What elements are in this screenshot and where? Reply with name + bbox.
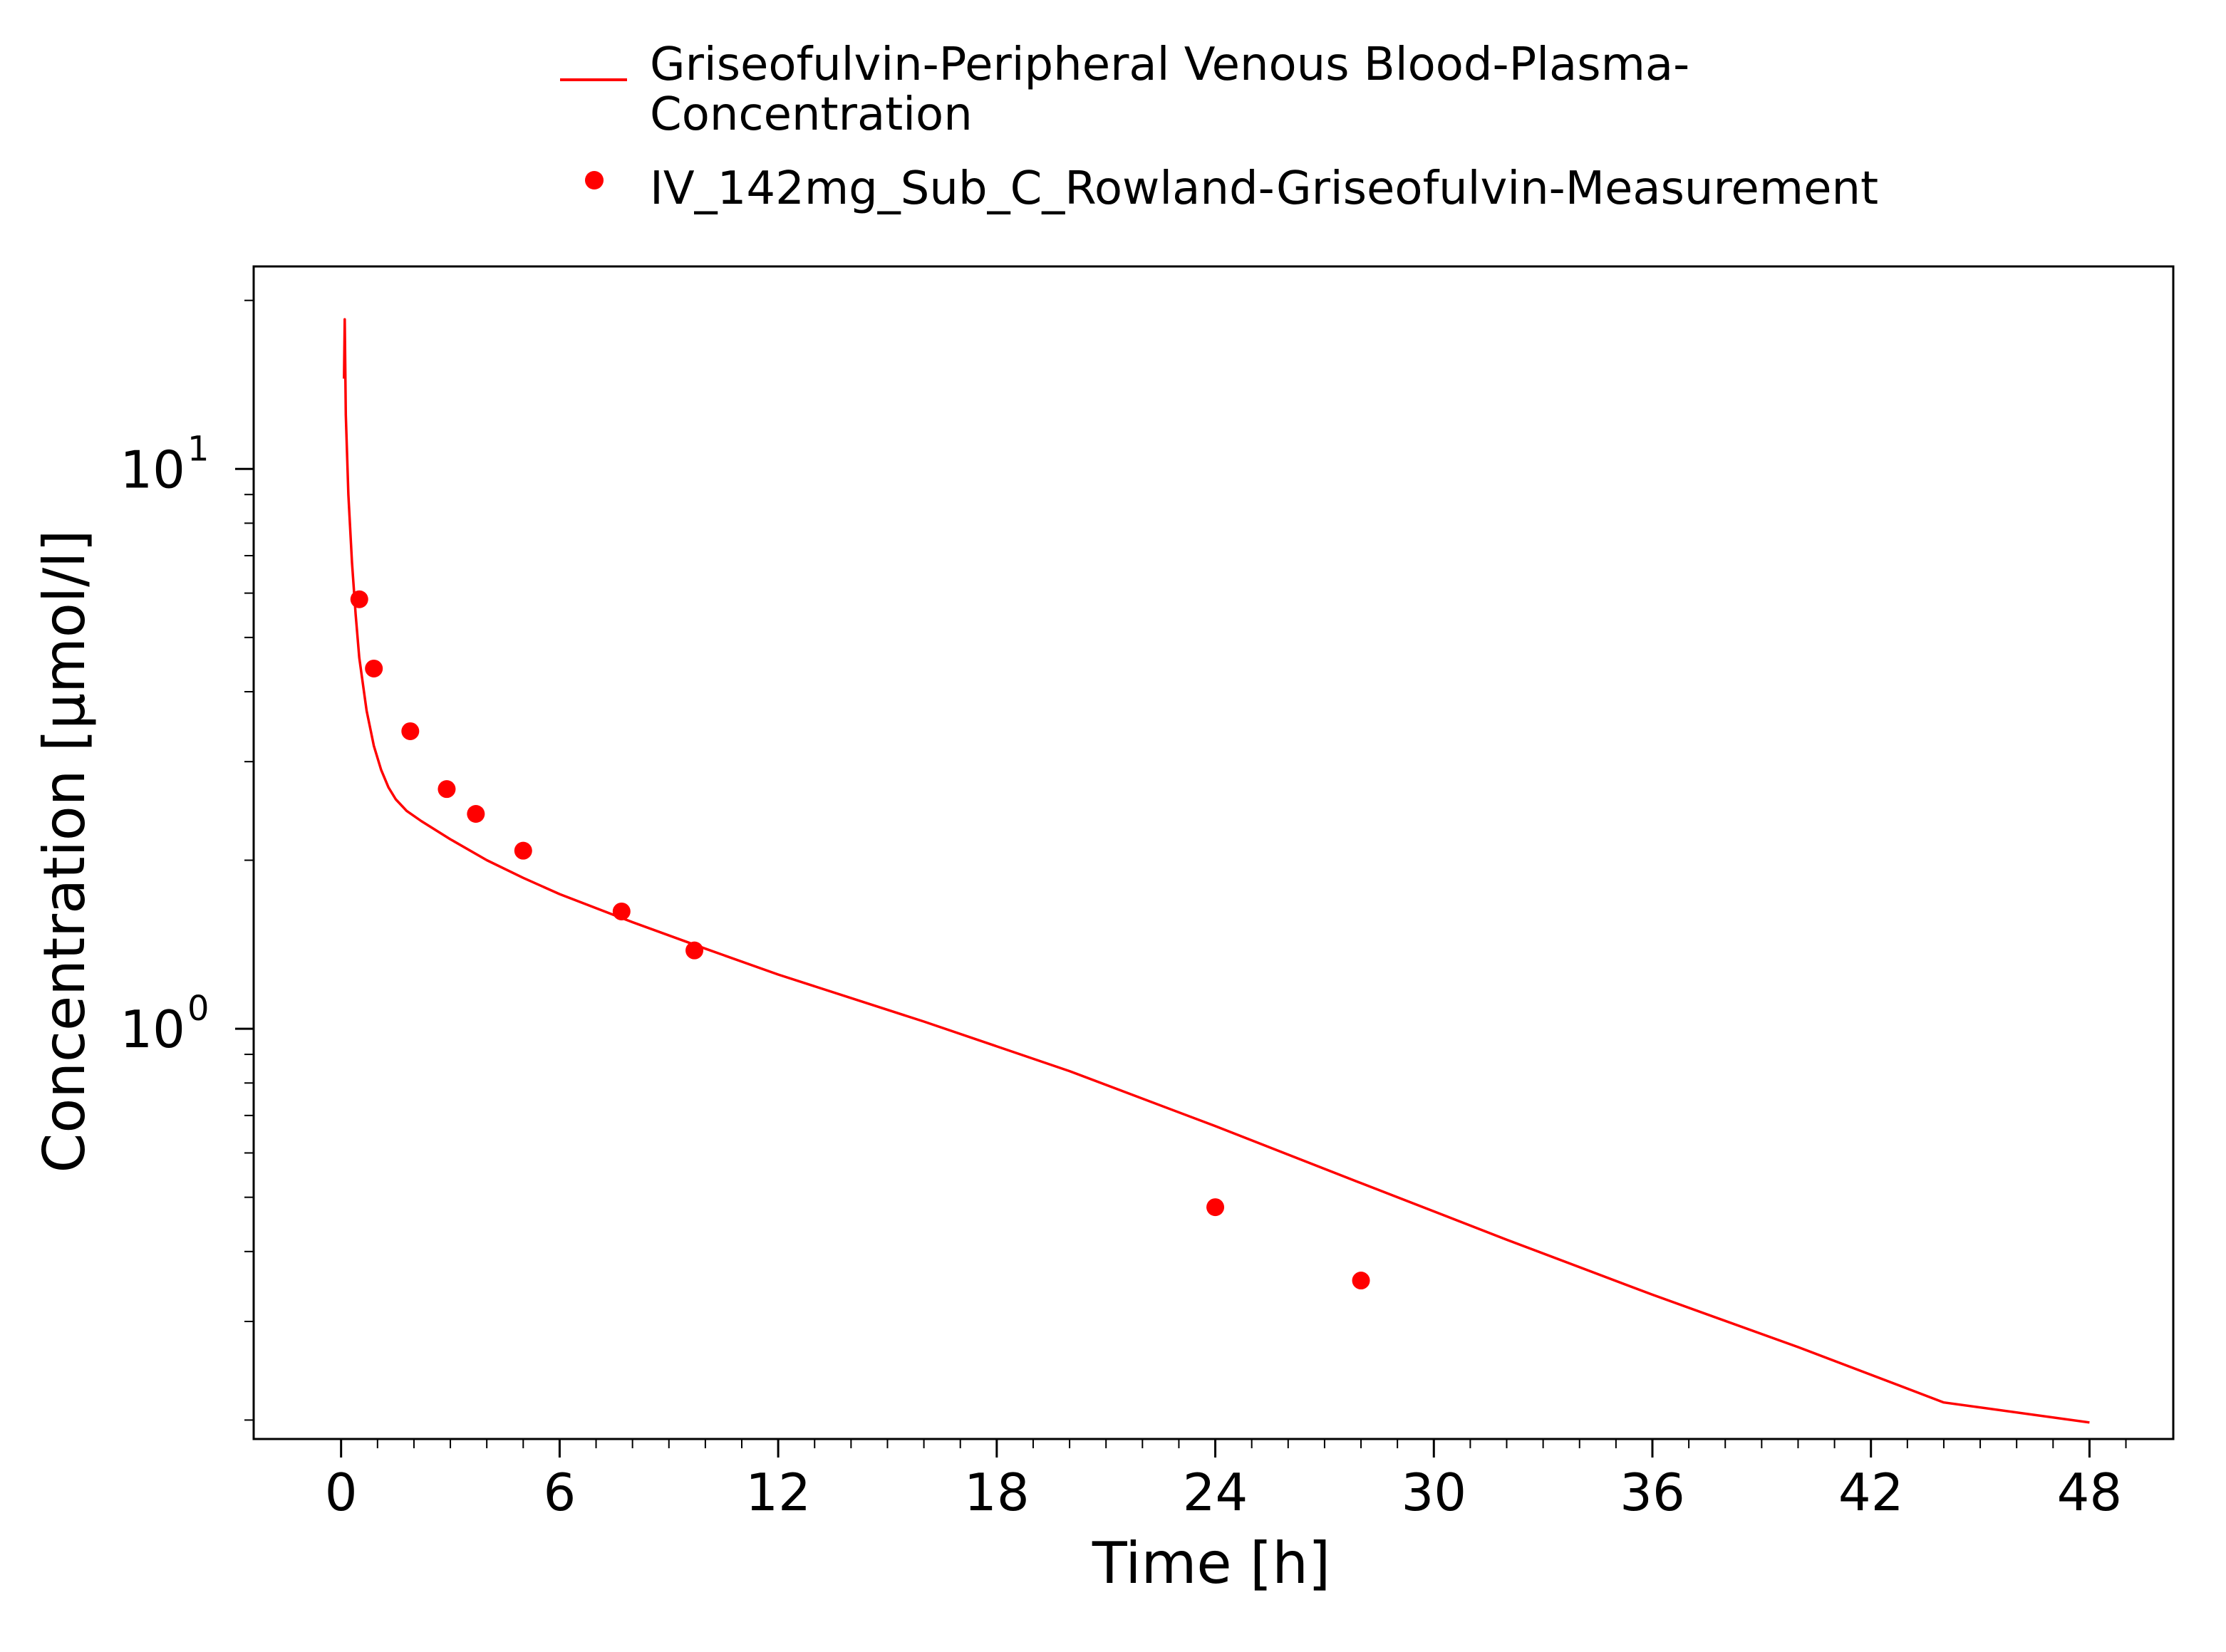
measurement-point [685,941,704,960]
y-tick-label: 10 [120,999,185,1059]
measurement-point [401,722,420,740]
measurement-point [438,780,456,799]
x-tick-label: 0 [325,1463,358,1522]
y-tick-exponent: 0 [187,989,209,1029]
measurement-point [365,659,383,677]
legend: Griseofulvin-Peripheral Venous Blood-Pla… [560,38,1878,215]
x-tick-label: 48 [2057,1463,2123,1522]
measurement-point [514,841,532,860]
legend-label-simulation-line1: Griseofulvin-Peripheral Venous Blood-Pla… [650,38,1689,91]
legend-marker-swatch [585,171,604,189]
x-tick-label: 12 [745,1463,811,1522]
x-tick-label: 30 [1401,1463,1466,1522]
measurement-point [350,590,368,608]
x-axis-title: Time [h] [1092,1530,1330,1596]
legend-label-simulation-line2: Concentration [650,88,973,141]
measurement-point [612,902,631,920]
x-tick-label: 36 [1620,1463,1685,1522]
measurement-point [1206,1198,1225,1217]
legend-label-measurement: IV_142mg_Sub_C_Rowland-Griseofulvin-Meas… [650,162,1878,215]
x-axis: 0 6 12 18 24 30 36 42 48 [325,1439,2127,1522]
y-axis-title: Concentration [µmol/l] [31,530,98,1173]
measurement-point [467,804,485,823]
y-tick-label: 10 [120,440,185,499]
x-tick-label: 18 [964,1463,1030,1522]
y-tick-exponent: 1 [187,429,209,469]
x-tick-label: 42 [1838,1463,1904,1522]
series-layer [343,318,2090,1424]
x-tick-label: 6 [543,1463,576,1522]
x-tick-label: 24 [1183,1463,1248,1522]
measurement-point [1352,1272,1370,1290]
plot-frame [252,265,2175,1440]
